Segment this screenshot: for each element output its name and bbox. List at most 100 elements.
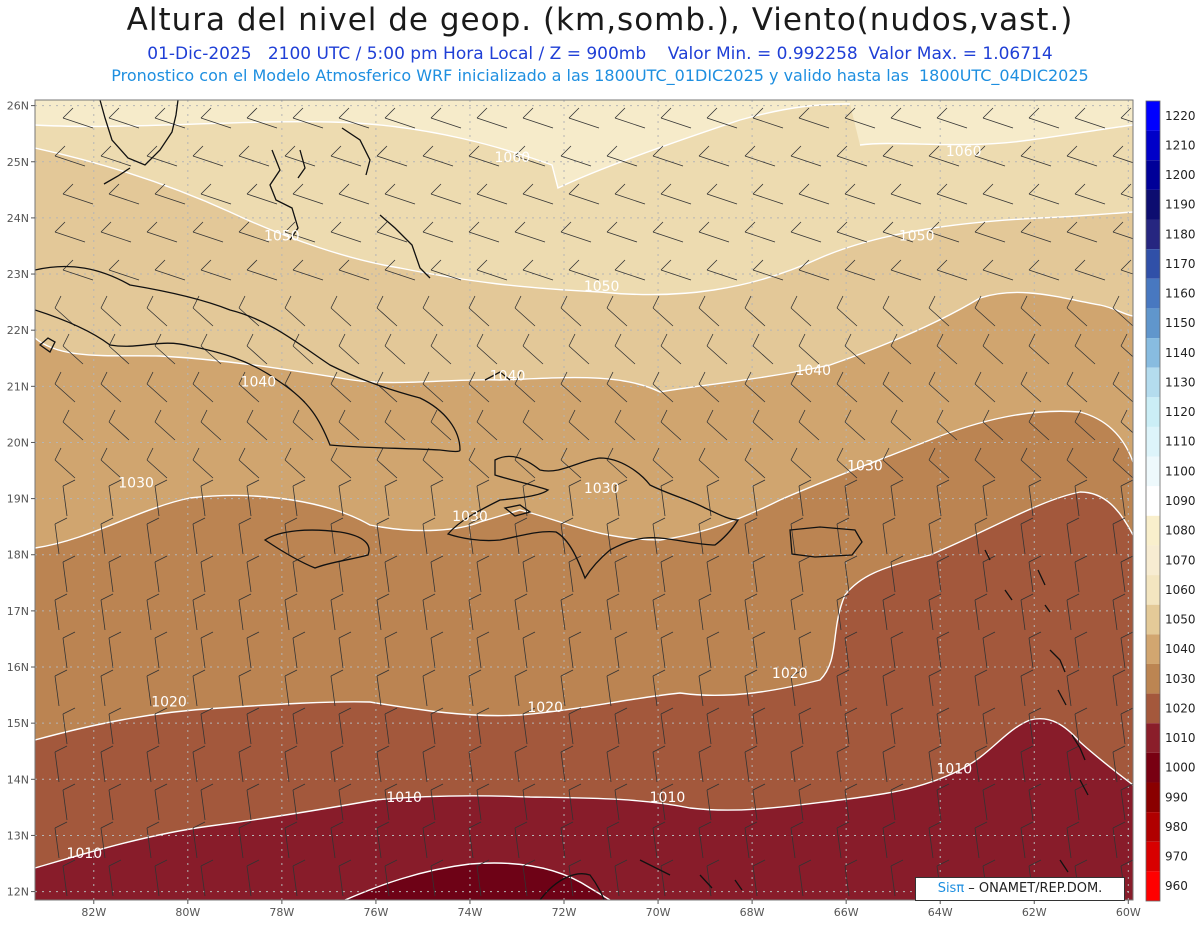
wind-barb (1066, 593, 1080, 631)
wind-barb (1020, 669, 1034, 707)
wind-barb (54, 221, 86, 243)
wind-barb (928, 371, 950, 403)
wind-barb (1066, 447, 1088, 479)
wind-barb (62, 631, 76, 669)
wind-barb (614, 707, 628, 745)
wind-barb (146, 745, 160, 783)
wind-barb (284, 593, 298, 631)
wind-barb (384, 107, 416, 129)
wind-barb (100, 221, 132, 243)
wind-barb (844, 479, 858, 517)
wind-barb (476, 555, 490, 593)
wind-barb (798, 859, 812, 897)
wind-barb (62, 479, 76, 517)
credit-text: – ONAMET/REP.DOM. (964, 881, 1103, 896)
wind-barb (100, 593, 114, 631)
wind-barb (982, 479, 996, 517)
wind-barb (614, 859, 628, 897)
lat-tick-label: 26N (7, 100, 29, 113)
wind-barb (430, 479, 444, 517)
wind-barb (798, 479, 812, 517)
coastline-florida-keys (103, 167, 131, 185)
wind-barb (476, 631, 490, 669)
wind-barb (882, 517, 896, 555)
color-bar-label: 1060 (1165, 583, 1196, 597)
wind-barb (238, 821, 252, 859)
color-bar-label: 960 (1165, 879, 1188, 893)
color-bar-label: 1050 (1165, 613, 1196, 627)
wind-barb (606, 145, 638, 167)
wind-barb (476, 783, 490, 821)
wind-barb (376, 371, 398, 403)
contour-line-1020 (35, 491, 1133, 741)
wind-barb (752, 259, 784, 281)
wind-barb (430, 409, 452, 441)
wind-barb (430, 783, 444, 821)
wind-barb (936, 707, 950, 745)
wind-barb (790, 593, 804, 631)
wind-barb (284, 669, 298, 707)
wind-barb (1112, 145, 1133, 164)
wind-barb (652, 669, 666, 707)
wind-barb (1074, 259, 1106, 281)
color-bar-segment (1146, 278, 1160, 309)
wind-barb (752, 479, 766, 517)
wind-barb (1028, 183, 1060, 205)
color-bar-segment (1146, 367, 1160, 398)
wind-barb (890, 259, 922, 281)
wind-barb (1112, 447, 1133, 479)
wind-barb (338, 783, 352, 821)
wind-barb (1020, 295, 1042, 327)
wind-barb (154, 107, 186, 129)
wind-barb (192, 447, 214, 479)
wind-barb (936, 183, 968, 205)
contour-label: 1010 (650, 790, 686, 806)
wind-barb (744, 145, 776, 167)
wind-barb (882, 371, 904, 403)
contour-label: 1010 (936, 762, 972, 778)
wind-barb (200, 555, 214, 593)
wind-barb (790, 447, 812, 479)
wind-barb (798, 555, 812, 593)
contour-labels: 1060 1060 1050 1050 1050 1040 1040 1040 1030 1030… (67, 144, 982, 862)
color-bar-segment (1146, 545, 1160, 576)
wind-barb (468, 821, 482, 859)
lon-tick-label: 76W (363, 906, 388, 919)
wind-barb (192, 745, 206, 783)
wind-barb (192, 295, 214, 327)
wind-barb (476, 183, 508, 205)
wind-barb (744, 593, 758, 631)
wind-barb (54, 447, 76, 479)
wind-barb (706, 783, 720, 821)
wind-barb (974, 669, 988, 707)
wind-barb (706, 707, 720, 745)
wind-barb (606, 669, 620, 707)
wind-barb (982, 409, 1004, 441)
wind-barb (1020, 745, 1034, 783)
wind-barb (844, 259, 876, 281)
wind-barb (706, 631, 720, 669)
wind-barb (614, 259, 646, 281)
wind-barb (200, 183, 232, 205)
wind-barb (108, 631, 122, 669)
wind-barb (974, 821, 988, 859)
wind-barb (928, 221, 960, 243)
wind-barb (1028, 479, 1042, 517)
wind-barb (752, 183, 784, 205)
wind-barb (568, 409, 590, 441)
wind-barb (706, 859, 720, 897)
wind-barb (192, 821, 206, 859)
wind-barb (1112, 295, 1133, 327)
wind-barb (476, 859, 490, 897)
wind-barb (744, 221, 776, 243)
wind-barb (238, 745, 252, 783)
wind-barb (422, 745, 436, 783)
wind-barb (744, 447, 766, 479)
wind-barb (146, 221, 178, 243)
lon-tick-label: 60W (1116, 906, 1141, 919)
wind-barb (982, 183, 1014, 205)
wind-barb (154, 555, 168, 593)
wind-barb (238, 221, 270, 243)
wind-barb (384, 409, 406, 441)
wind-barb (330, 145, 362, 167)
